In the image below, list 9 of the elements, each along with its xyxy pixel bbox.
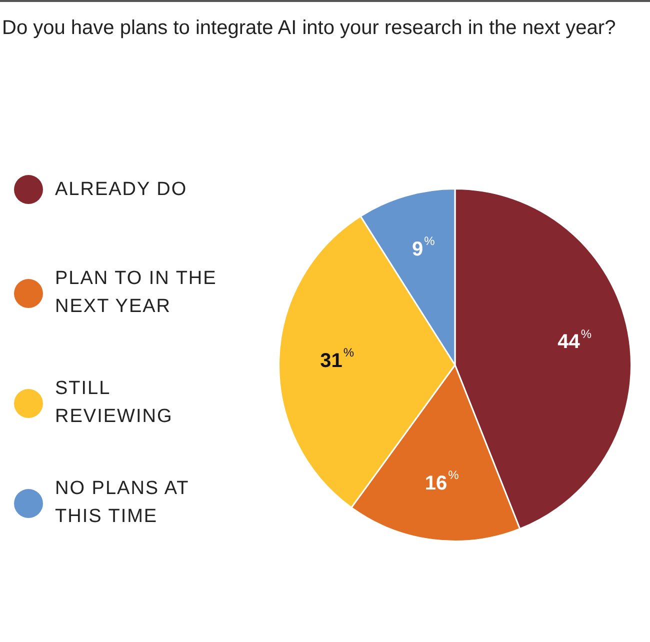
legend-label: STILL REVIEWING	[55, 377, 174, 429]
data-label: 16%	[424, 468, 460, 494]
legend-label: ALREADY DO	[55, 178, 188, 202]
legend-label: PLAN TO IN THE NEXT YEAR	[55, 267, 218, 319]
data-label: 44%	[558, 326, 592, 354]
data-label: 31%	[320, 346, 354, 372]
data-label: 9%	[412, 234, 436, 260]
chart-title: Do you have plans to integrate AI into your research in the next year?	[2, 16, 617, 41]
legend-label: NO PLANS AT THIS TIME	[55, 477, 190, 529]
